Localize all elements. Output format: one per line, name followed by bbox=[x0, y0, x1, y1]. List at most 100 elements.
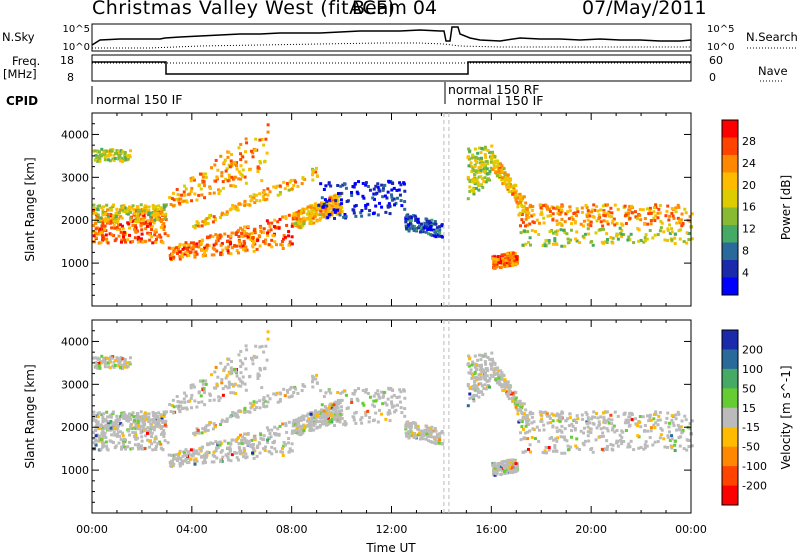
power-cell bbox=[502, 167, 506, 171]
power-cell bbox=[210, 253, 214, 257]
power-cell bbox=[524, 242, 528, 246]
power-cell bbox=[103, 158, 107, 162]
power-cell bbox=[514, 189, 518, 193]
power-cell bbox=[317, 203, 321, 207]
velocity-cell bbox=[500, 472, 504, 476]
power-cell bbox=[307, 212, 311, 216]
power-cell bbox=[169, 202, 173, 206]
velocity-cell bbox=[489, 367, 493, 371]
power-cell bbox=[151, 241, 155, 245]
velocity-cell bbox=[254, 405, 258, 409]
power-cell bbox=[535, 218, 539, 222]
power-cell bbox=[356, 192, 360, 196]
power-cell bbox=[388, 212, 392, 216]
velocity-cell bbox=[485, 367, 489, 371]
velocity-cell bbox=[475, 368, 479, 372]
velocity-cell bbox=[336, 391, 340, 395]
velocity-cell bbox=[244, 441, 248, 445]
velocity-cell bbox=[226, 456, 230, 460]
velocity-cell bbox=[569, 445, 573, 449]
velocity-cell bbox=[161, 447, 165, 451]
power-cell bbox=[320, 201, 324, 205]
power-cell bbox=[471, 167, 475, 171]
power-cell bbox=[494, 171, 498, 175]
velocity-cell bbox=[107, 365, 111, 369]
velocity-cell bbox=[599, 415, 603, 419]
velocity-cell bbox=[324, 414, 328, 418]
colorbar-segment bbox=[722, 466, 738, 487]
velocity-cell bbox=[665, 416, 669, 420]
power-cell bbox=[372, 192, 376, 196]
velocity-cell bbox=[493, 466, 497, 470]
power-cell bbox=[609, 206, 613, 210]
colorbar-tick-label: 100 bbox=[742, 363, 763, 376]
power-cell bbox=[518, 211, 522, 215]
velocity-cell bbox=[279, 450, 283, 454]
velocity-cell bbox=[117, 361, 121, 365]
velocity-cell bbox=[591, 415, 595, 419]
freq-tick-low: 8 bbox=[67, 71, 74, 84]
velocity-cell bbox=[479, 363, 483, 367]
power-cell bbox=[101, 218, 105, 222]
velocity-cell bbox=[302, 424, 306, 428]
velocity-cell bbox=[660, 428, 664, 432]
power-cell bbox=[499, 162, 503, 166]
power-cell bbox=[123, 206, 127, 210]
velocity-cell bbox=[179, 404, 183, 408]
power-cell bbox=[440, 224, 444, 228]
velocity-cell bbox=[688, 426, 692, 430]
power-cell bbox=[134, 214, 138, 218]
velocity-cell bbox=[575, 446, 579, 450]
power-cell bbox=[591, 243, 595, 247]
power-cell bbox=[670, 227, 674, 231]
power-cell bbox=[546, 214, 550, 218]
power-cell bbox=[658, 203, 662, 207]
power-cell bbox=[671, 214, 675, 218]
power-cell bbox=[159, 235, 163, 239]
velocity-cell bbox=[490, 351, 494, 355]
velocity-cell bbox=[648, 413, 652, 417]
power-cell bbox=[387, 202, 391, 206]
power-cell bbox=[659, 226, 663, 230]
power-cell bbox=[310, 212, 314, 216]
power-cell bbox=[300, 209, 304, 213]
power-cell bbox=[586, 223, 590, 227]
velocity-cell bbox=[560, 411, 564, 415]
power-cell bbox=[234, 231, 238, 235]
velocity-cell bbox=[527, 418, 531, 422]
velocity-cell bbox=[639, 425, 643, 429]
power-cell bbox=[311, 216, 315, 220]
velocity-cell bbox=[233, 451, 237, 455]
power-cell bbox=[491, 153, 495, 157]
velocity-cell bbox=[559, 417, 563, 421]
power-cell bbox=[315, 174, 319, 178]
velocity-cell bbox=[338, 412, 342, 416]
power-cell bbox=[571, 217, 575, 221]
power-cell bbox=[251, 151, 255, 155]
velocity-cell bbox=[438, 438, 442, 442]
velocity-cell bbox=[130, 413, 134, 417]
power-cell bbox=[495, 159, 499, 163]
power-cell bbox=[222, 160, 226, 164]
power-cell bbox=[395, 188, 399, 192]
colorbar-tick-label: -15 bbox=[742, 421, 760, 434]
power-cell bbox=[542, 221, 546, 225]
power-cell bbox=[302, 220, 306, 224]
velocity-cell bbox=[405, 433, 409, 437]
power-cell bbox=[605, 232, 609, 236]
velocity-cell bbox=[139, 424, 143, 428]
velocity-cell bbox=[546, 421, 550, 425]
power-cell bbox=[170, 246, 174, 250]
velocity-cell bbox=[511, 458, 515, 462]
velocity-cell bbox=[169, 409, 173, 413]
velocity-cell bbox=[256, 377, 260, 381]
velocity-cell bbox=[682, 447, 686, 451]
power-cell bbox=[339, 191, 343, 195]
power-cell bbox=[548, 230, 552, 234]
velocity-cell bbox=[226, 362, 230, 366]
power-cell bbox=[151, 203, 155, 207]
velocity-cell bbox=[602, 420, 606, 424]
velocity-cell bbox=[613, 410, 617, 414]
velocity-cell bbox=[182, 406, 186, 410]
power-cell bbox=[235, 244, 239, 248]
